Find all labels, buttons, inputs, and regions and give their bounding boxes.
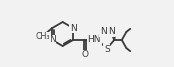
Text: HN: HN [88, 36, 101, 44]
Text: CH₃: CH₃ [36, 32, 50, 41]
Text: O: O [81, 50, 88, 59]
Text: N: N [49, 36, 56, 44]
Text: N: N [70, 24, 76, 32]
Text: N: N [100, 27, 107, 36]
Text: N: N [108, 27, 114, 36]
Text: S: S [104, 45, 110, 54]
